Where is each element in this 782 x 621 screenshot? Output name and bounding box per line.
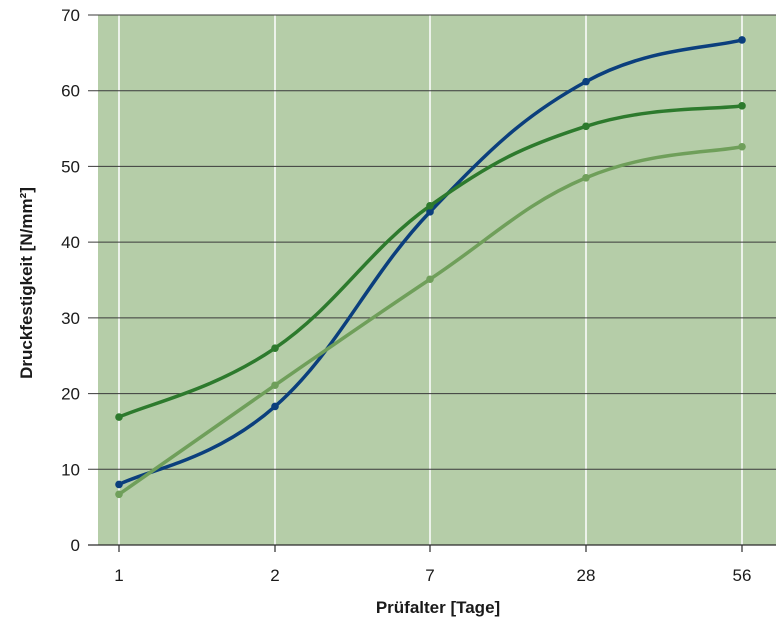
series-point [738,36,746,44]
x-tick-label: 28 [577,566,596,585]
y-tick-label: 30 [61,309,80,328]
x-tick-label: 2 [270,566,279,585]
series-point [582,77,590,86]
x-axis-title: Prüfalter [Tage] [376,598,500,617]
series-point [271,402,279,411]
x-tick-label: 7 [425,566,434,585]
series-point [426,202,434,210]
axes [88,544,776,552]
series-point [271,381,279,390]
series-point [115,490,123,499]
series-point [738,142,746,151]
series-point [271,344,279,352]
y-tick-label: 0 [71,536,80,555]
tick-labels: 0 10 20 30 40 50 60 70 1 2 7 28 56 [61,6,751,585]
y-tick-label: 50 [61,157,80,176]
series-point [426,208,434,216]
x-tick-label: 1 [114,566,123,585]
series-point [582,173,590,182]
grid-lines [88,14,776,545]
series-point [582,122,590,131]
y-tick-label: 20 [61,385,80,404]
y-tick-label: 40 [61,233,80,252]
series-lines [115,36,746,499]
series-point [738,102,746,110]
y-tick-label: 10 [61,460,80,479]
series-point [115,480,123,489]
plot-area-background [98,15,776,545]
x-tick-label: 56 [733,566,752,585]
series-point [115,413,123,421]
y-axis-title: Druckfestigkeit [N/mm²] [17,187,36,379]
y-tick-label: 70 [61,6,80,25]
y-tick-label: 60 [61,82,80,101]
series-point [426,275,434,284]
